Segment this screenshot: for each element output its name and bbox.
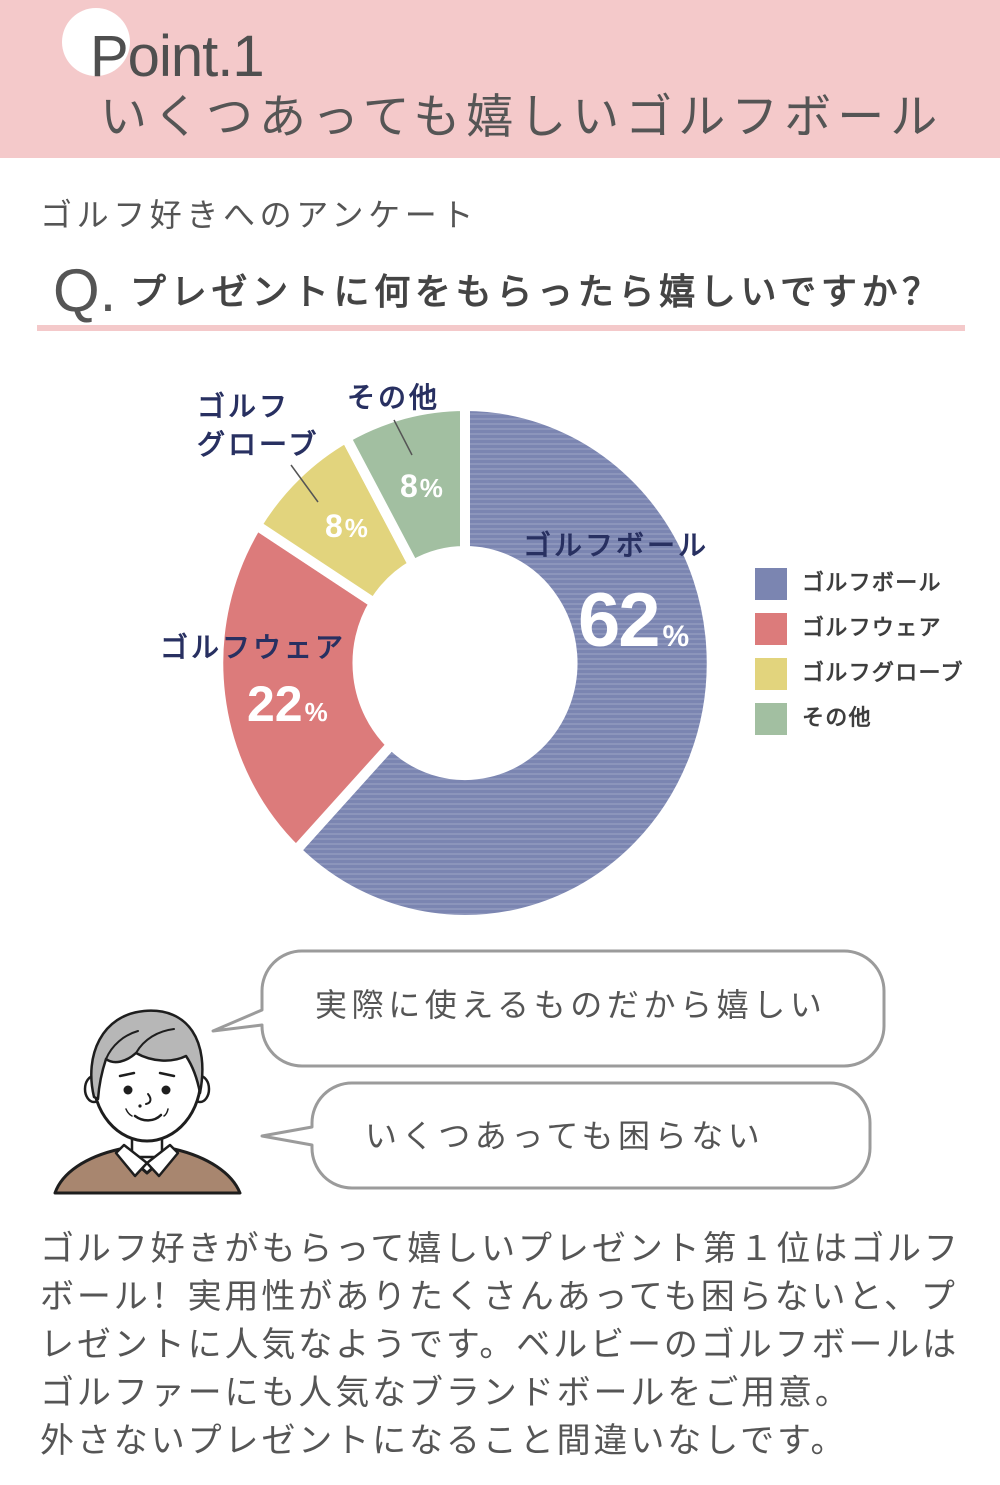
body-line: 外さないプレゼントになること間違いなしです。 bbox=[40, 1421, 848, 1461]
survey-subtitle: ゴルフ好きへのアンケート bbox=[40, 196, 478, 234]
slice-label-other: その他 bbox=[347, 381, 441, 414]
legend-label-other: その他 bbox=[802, 706, 872, 731]
header-banner bbox=[0, 0, 1000, 158]
body-line: ボール！実用性がありたくさんあっても困らないと、プ bbox=[40, 1277, 958, 1317]
body-line: ゴルファーにも人気なブランドボールをご用意。 bbox=[40, 1373, 852, 1413]
body-line: レゼントに人気なようです。ベルビーのゴルフボールは bbox=[40, 1325, 960, 1365]
nose bbox=[145, 1093, 152, 1105]
header-circle-decoration bbox=[62, 8, 130, 76]
slice-golf-ball bbox=[296, 406, 712, 920]
question-underline bbox=[37, 325, 965, 331]
body-paragraph: ゴルフ好きがもらって嬉しいプレゼント第１位はゴルフ ボール！実用性がありたくさん… bbox=[40, 1225, 990, 1465]
callout-line-other bbox=[393, 419, 413, 456]
data-label-golf-wear: 22% bbox=[247, 679, 328, 742]
eye-left bbox=[123, 1085, 133, 1095]
speech-bubbles bbox=[211, 949, 886, 1190]
data-label-other: 8% bbox=[400, 470, 443, 509]
slice-label-golf-glove: ゴルフ グローブ bbox=[197, 390, 320, 461]
legend-item-golf-ball: ゴルフボール bbox=[755, 568, 985, 600]
slice-other bbox=[346, 406, 465, 565]
collar-left bbox=[114, 1143, 149, 1178]
legend-label-golf-ball: ゴルフボール bbox=[802, 571, 942, 596]
legend-swatch-golf-wear bbox=[755, 613, 787, 645]
speech-bubble-2-text: いくつあっても困らない bbox=[365, 1117, 765, 1155]
legend-swatch-golf-ball bbox=[755, 568, 787, 600]
donut-chart bbox=[0, 360, 1000, 940]
legend-item-golf-wear: ゴルフウェア bbox=[755, 613, 985, 645]
header-title: いくつあっても嬉しいゴルフボール bbox=[100, 90, 944, 145]
cheek-lines bbox=[125, 1108, 169, 1117]
legend-swatch-golf-glove bbox=[755, 658, 787, 690]
hair-strand bbox=[105, 1028, 175, 1060]
question-prefix: Q. bbox=[53, 257, 117, 324]
question-text: プレゼントに何をもらったら嬉しいですか？ bbox=[130, 272, 943, 313]
legend-item-golf-glove: ゴルフグローブ bbox=[755, 658, 985, 690]
data-label-golf-ball: 62% bbox=[578, 583, 689, 680]
speech-bubble-1-text: 実際に使えるものだから嬉しい bbox=[315, 986, 827, 1024]
slice-label-golf-wear: ゴルフウェア bbox=[160, 631, 347, 664]
slice-golf-wear bbox=[218, 525, 391, 850]
data-label-golf-wear-unit: % bbox=[304, 697, 328, 727]
data-label-golf-glove: 8% bbox=[325, 510, 368, 549]
data-label-golf-wear-value: 22 bbox=[247, 676, 303, 732]
legend-label-golf-wear: ゴルフウェア bbox=[802, 616, 942, 641]
eye-right bbox=[161, 1085, 171, 1095]
body-line: ゴルフ好きがもらって嬉しいプレゼント第１位はゴルフ bbox=[40, 1229, 961, 1269]
legend-item-other: その他 bbox=[755, 703, 985, 735]
mouth bbox=[133, 1113, 163, 1122]
data-label-golf-glove-unit: % bbox=[344, 513, 368, 543]
speech-bubble-1 bbox=[211, 949, 886, 1068]
point-label: Point.1 bbox=[90, 24, 265, 89]
legend-swatch-other bbox=[755, 703, 787, 735]
data-label-golf-glove-value: 8 bbox=[325, 508, 343, 544]
data-label-golf-ball-unit: % bbox=[662, 620, 690, 653]
callout-line-golf-glove bbox=[290, 464, 319, 503]
slice-label-golf-ball: ゴルフボール bbox=[523, 529, 710, 562]
person-illustration bbox=[53, 1009, 242, 1195]
data-label-other-value: 8 bbox=[400, 468, 418, 504]
mole bbox=[138, 1104, 142, 1108]
legend-label-golf-glove: ゴルフグローブ bbox=[802, 661, 964, 686]
data-label-golf-ball-value: 62 bbox=[578, 578, 661, 663]
eyebrows bbox=[118, 1071, 176, 1078]
collar-right bbox=[145, 1143, 180, 1178]
speech-bubble-2 bbox=[260, 1081, 872, 1190]
data-label-other-unit: % bbox=[419, 473, 443, 503]
